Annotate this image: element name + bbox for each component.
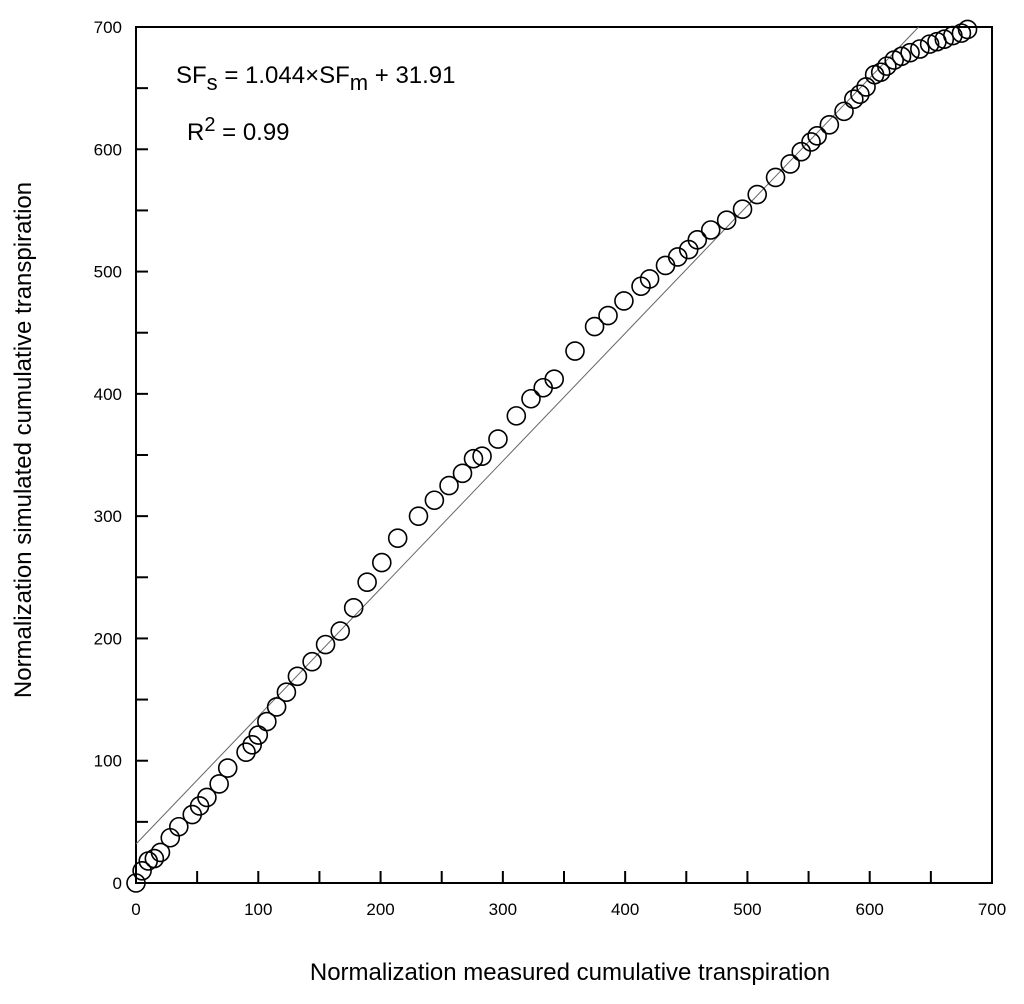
x-tick-label: 700	[978, 900, 1006, 919]
data-point	[765, 167, 786, 188]
y-tick-label: 500	[94, 263, 122, 282]
x-tick-label: 600	[856, 900, 884, 919]
y-tick-labels: 0 100 200 300 400 500 600 700	[94, 18, 122, 893]
data-point	[126, 873, 146, 893]
fit-line-group	[135, 26, 919, 845]
data-point	[667, 247, 688, 267]
data-point	[801, 132, 821, 152]
data-point	[900, 42, 920, 63]
y-tick-label: 300	[94, 507, 122, 526]
data-point	[343, 598, 364, 618]
data-point	[655, 255, 676, 276]
data-point	[877, 56, 897, 76]
data-point	[700, 220, 721, 240]
x-tick-label: 100	[244, 900, 272, 919]
data-point	[807, 126, 827, 146]
data-point	[521, 388, 541, 409]
x-tick-label: 400	[611, 900, 639, 919]
y-tick-label: 600	[94, 140, 122, 159]
data-point	[276, 682, 297, 703]
data-point	[598, 305, 618, 326]
x-tick-label: 500	[733, 900, 761, 919]
data-point	[236, 742, 256, 762]
data-point	[834, 101, 854, 122]
data-point	[544, 369, 565, 389]
y-tick-label: 200	[94, 629, 122, 648]
x-tick-labels: 0 100 200 300 400 500 600 700	[131, 900, 1006, 919]
y-axis-title: Normalization simulated cumulative trans…	[10, 182, 37, 698]
data-point	[780, 154, 801, 174]
data-point	[919, 34, 940, 54]
data-point	[439, 475, 459, 496]
data-point	[330, 621, 351, 641]
data-point	[371, 552, 392, 573]
data-point	[957, 19, 978, 40]
data-point	[315, 634, 336, 655]
data-point	[472, 446, 492, 467]
data-point	[217, 758, 238, 778]
data-point	[716, 210, 737, 231]
data-point	[209, 774, 229, 794]
minor-ticks	[136, 87, 932, 883]
data-point	[870, 62, 891, 83]
data-point	[934, 29, 955, 50]
x-tick-label: 0	[131, 900, 140, 919]
y-tick-label: 400	[94, 385, 122, 404]
data-point	[266, 697, 287, 717]
x-tick-label: 200	[366, 900, 394, 919]
data-point	[584, 316, 605, 337]
data-point	[850, 84, 870, 105]
data-point	[452, 463, 473, 484]
y-tick-label: 100	[94, 752, 122, 771]
data-point	[819, 115, 840, 135]
data-point	[169, 816, 189, 837]
data-point	[150, 842, 171, 863]
data-point	[910, 39, 930, 59]
data-point	[565, 341, 585, 361]
data-point	[732, 199, 753, 220]
regression-line	[135, 26, 919, 845]
data-points	[126, 19, 978, 893]
data-point	[639, 269, 660, 289]
data-point	[408, 506, 429, 526]
data-point	[614, 291, 634, 311]
data-point	[463, 448, 484, 469]
data-point	[132, 860, 152, 881]
data-point	[488, 429, 508, 449]
data-point	[302, 651, 322, 672]
data-point	[387, 528, 408, 548]
x-tick-label: 300	[489, 900, 517, 919]
data-point	[144, 848, 165, 869]
data-point	[424, 490, 445, 511]
data-point	[687, 229, 708, 250]
regression-equation: SFs = 1.044×SFm + 31.91	[176, 62, 456, 95]
data-point	[747, 184, 768, 205]
y-tick-label: 0	[113, 874, 122, 893]
plot-frame	[135, 26, 993, 884]
data-point	[951, 23, 972, 43]
data-point	[506, 406, 527, 426]
data-point	[257, 711, 277, 732]
y-tick-label: 700	[94, 18, 122, 37]
data-point	[357, 572, 377, 592]
data-point	[242, 735, 262, 755]
data-point	[844, 89, 864, 109]
data-point	[197, 787, 217, 808]
x-axis-title: Normalization measured cumulative transp…	[310, 959, 830, 986]
r-squared-label: R2 = 0.99	[187, 114, 290, 146]
data-point	[791, 141, 812, 162]
data-point	[891, 46, 912, 67]
data-point	[287, 666, 308, 687]
